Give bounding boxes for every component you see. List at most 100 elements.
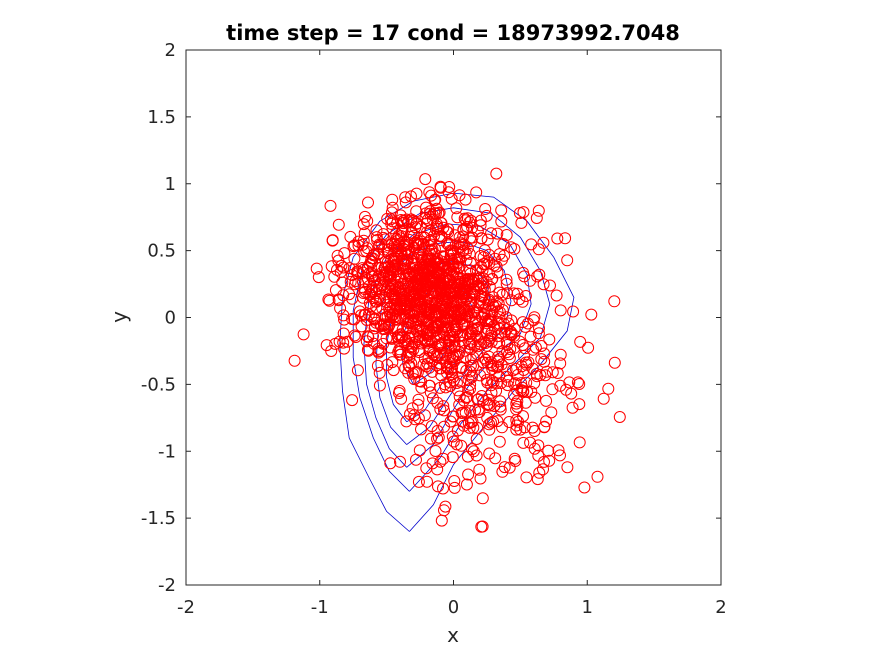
scatter-point [434, 455, 447, 468]
scatter-point [419, 207, 432, 220]
scatter-point [452, 304, 465, 317]
scatter-point [430, 330, 442, 343]
scatter-point [425, 420, 438, 433]
scatter-point [373, 366, 386, 379]
scatter-point [510, 419, 523, 432]
y-tick-label: -2 [158, 575, 176, 596]
scatter-point [571, 376, 584, 389]
scatter-point [433, 206, 446, 219]
scatter-point [403, 330, 416, 343]
scatter-point [396, 297, 409, 310]
scatter-point [554, 357, 567, 370]
scatter-point [483, 447, 496, 460]
scatter-point [515, 216, 528, 229]
scatter-point [426, 457, 439, 470]
scatter-point [388, 238, 401, 251]
scatter-point [464, 343, 477, 356]
scatter-point [485, 227, 498, 240]
scatter-point [428, 242, 441, 255]
scatter-point [338, 313, 351, 326]
scatter-point [532, 449, 545, 462]
scatter-point [331, 249, 344, 262]
scatter-point [415, 423, 427, 436]
scatter-point [453, 390, 466, 403]
scatter-point [362, 344, 375, 357]
scatter-point [406, 402, 419, 415]
scatter-point [346, 269, 359, 281]
scatter-point [390, 233, 403, 246]
scatter-point [463, 311, 476, 324]
scatter-point [532, 204, 545, 217]
scatter-point [510, 423, 523, 436]
scatter-point [466, 272, 479, 285]
x-tick-label: 0 [448, 597, 459, 618]
scatter-point [482, 248, 495, 261]
scatter-point [450, 349, 463, 362]
scatter-point [459, 214, 472, 227]
x-tick-label: -2 [177, 597, 195, 618]
scatter-point [540, 394, 553, 407]
scatter-point [422, 352, 435, 365]
scatter-point [438, 404, 450, 417]
scatter-point [501, 287, 514, 300]
scatter-point [475, 260, 487, 273]
scatter-point [430, 359, 443, 372]
scatter-point [489, 452, 502, 465]
scatter-point [426, 355, 439, 367]
scatter-point [386, 280, 399, 293]
scatter-point [493, 337, 506, 350]
scatter-point [453, 236, 466, 249]
scatter-point [450, 202, 463, 215]
scatter-point [496, 345, 509, 358]
scatter-point [440, 361, 453, 374]
scatter-point [384, 457, 397, 470]
scatter-point [445, 192, 458, 205]
scatter-point [337, 309, 350, 322]
scatter-point [410, 267, 423, 280]
scatter-point [503, 416, 516, 428]
scatter-point [419, 173, 432, 186]
scatter-point [402, 366, 415, 379]
scatter-point [453, 345, 466, 358]
scatter-point [517, 410, 529, 423]
scatter-point [370, 224, 383, 237]
scatter-point [486, 272, 499, 285]
scatter-point [409, 336, 422, 349]
scatter-point [528, 442, 541, 455]
scatter-point [527, 314, 540, 327]
scatter-point [602, 382, 615, 395]
scatter-point [428, 207, 441, 220]
scatter-point [334, 266, 347, 279]
scatter-point [485, 379, 498, 392]
scatter-point [338, 247, 351, 260]
scatter-point [381, 358, 394, 371]
scatter-point [438, 321, 451, 334]
scatter-point [357, 266, 370, 279]
scatter-point [497, 317, 510, 330]
scatter-point [414, 298, 427, 311]
scatter-point [446, 430, 459, 443]
scatter-point [573, 436, 586, 449]
scatter-point [521, 317, 534, 330]
scatter-point [431, 463, 444, 476]
scatter-point [379, 275, 392, 288]
scatter-point [399, 262, 412, 275]
scatter-point [373, 379, 386, 392]
scatter-point [551, 232, 564, 245]
scatter-point [453, 189, 466, 202]
scatter-point [470, 449, 483, 462]
scatter-point [468, 339, 481, 352]
scatter-point [490, 260, 503, 273]
scatter-point [403, 359, 416, 372]
scatter-point [485, 327, 498, 339]
scatter-point [480, 339, 493, 352]
scatter-point [436, 307, 449, 319]
scatter-point [546, 383, 559, 396]
scatter-point [517, 364, 530, 376]
scatter-point [395, 392, 408, 405]
scatter-point [481, 233, 494, 246]
scatter-point [421, 329, 434, 342]
scatter-point [524, 274, 537, 287]
scatter-point [399, 196, 412, 209]
scatter-point [408, 373, 421, 386]
